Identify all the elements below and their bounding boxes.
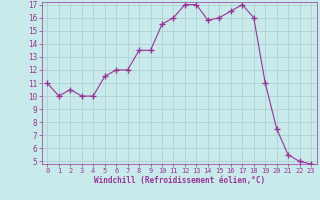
X-axis label: Windchill (Refroidissement éolien,°C): Windchill (Refroidissement éolien,°C) bbox=[94, 176, 265, 185]
